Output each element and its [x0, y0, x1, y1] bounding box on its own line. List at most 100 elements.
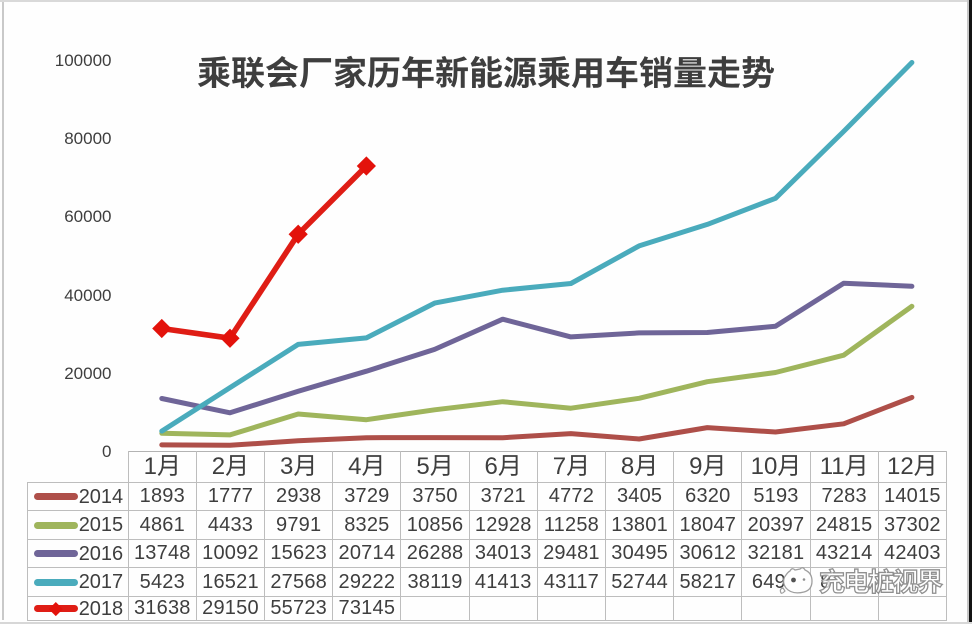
table-cell-2018-m10 [741, 595, 811, 622]
table-cell-2017-m4: 29222 [332, 567, 402, 597]
table-cell-2018-m4: 73145 [332, 595, 402, 622]
table-cell-2015-m5: 10856 [400, 510, 470, 540]
table-cell-2014-m5: 3750 [400, 481, 470, 512]
table-cell-2014-m9: 6320 [673, 481, 743, 512]
month-header-cell: 3月 [264, 450, 334, 483]
month-header-cell: 4月 [332, 450, 402, 483]
table-cell-2015-m4: 8325 [332, 510, 402, 540]
legend-year-label: 2015 [78, 514, 124, 537]
legend-cell-2018: 2018 [27, 595, 129, 622]
month-header-cell: 12月 [877, 450, 947, 483]
table-row-2018: 2018 31638 29150 55723 73145 [27, 595, 947, 622]
table-cell-2018-m11 [809, 595, 879, 622]
table-cell-2017-m12 [877, 567, 947, 597]
legend-cell-2016: 2016 [27, 538, 129, 569]
legend-line-swatch-2018 [33, 601, 79, 616]
table-cell-2016-m11: 43214 [809, 538, 879, 569]
month-header-cell: 1月 [127, 450, 197, 483]
table-cell-2014-m11: 7283 [809, 481, 879, 512]
legend-year-label: 2017 [78, 571, 124, 594]
table-cell-2014-m12: 14015 [877, 481, 947, 512]
table-cell-2015-m1: 4861 [127, 510, 197, 540]
table-cell-2018-m5 [400, 595, 470, 622]
y-axis-tick-label: 40000 [64, 285, 112, 305]
table-cell-2015-m6: 12928 [468, 510, 538, 540]
table-cell-2017-m9: 58217 [673, 567, 743, 597]
table-cell-2017-m1: 5423 [127, 567, 197, 597]
y-axis-tick-label: 100000 [54, 50, 112, 70]
frame-bottom-edge [0, 621, 972, 624]
series-line-2017 [159, 60, 915, 434]
table-row-2014: 2014 1893 1777 2938 3729 3750 3721 4772 3405 6320… [27, 481, 947, 512]
table-cell-2014-m3: 2938 [264, 481, 334, 512]
table-cell-2018-m3: 55723 [264, 595, 334, 622]
table-cell-2016-m6: 34013 [468, 538, 538, 569]
data-point-marker-2018 [152, 318, 172, 339]
table-cell-2017-m6: 41413 [468, 567, 538, 597]
month-header-cell: 2月 [195, 450, 266, 483]
table-cell-2017-m7: 43117 [536, 567, 607, 597]
legend-year-label: 2016 [78, 542, 124, 565]
table-cell-2018-m8 [604, 595, 675, 622]
table-row-2016: 2016 13748 10092 15623 20714 26288 34013 29481 3… [27, 538, 947, 569]
legend-line-swatch-2016 [33, 550, 79, 558]
legend-line-swatch-2017 [33, 578, 79, 586]
month-header-row: 1月 2月 3月 4月 5月 6月 7月 8月 9月 10月 11月 12月 [27, 450, 947, 483]
month-header-cell: 8月 [604, 450, 675, 483]
table-cell-2016-m12: 42403 [877, 538, 947, 569]
month-header-cell: 10月 [741, 450, 811, 483]
month-header-cell: 11月 [809, 450, 879, 483]
table-cell-2017-m10: 649 [741, 567, 811, 597]
data-point-marker-2018 [288, 224, 308, 244]
table-cell-2016-m7: 29481 [536, 538, 607, 569]
table-cell-2015-m12: 37302 [877, 510, 947, 540]
frame-right-edge [966, 0, 969, 624]
table-cell-2017-m2: 16521 [195, 567, 266, 597]
table-cell-2016-m3: 15623 [264, 538, 334, 569]
table-cell-2015-m9: 18047 [673, 510, 743, 540]
table-cell-2017-m5: 38119 [400, 567, 470, 597]
table-cell-2018-m1: 31638 [127, 595, 197, 622]
y-axis-tick-label: 80000 [64, 129, 112, 149]
table-cell-2016-m5: 26288 [400, 538, 470, 569]
table-cell-2014-m1: 1893 [127, 481, 197, 512]
table-cell-2015-m7: 11258 [536, 510, 607, 540]
table-cell-2016-m10: 32181 [741, 538, 811, 569]
table-cell-2014-m2: 1777 [195, 481, 266, 512]
month-header-cell: 7月 [536, 450, 607, 483]
legend-diamond-marker [49, 601, 63, 616]
table-cell-2016-m9: 30612 [673, 538, 743, 569]
table-cell-2016-m1: 13748 [127, 538, 197, 569]
table-cell-2015-m2: 4433 [195, 510, 266, 540]
table-cell-2014-m10: 5193 [741, 481, 811, 512]
table-cell-2017-m11: 8 [809, 567, 879, 597]
table-cell-2014-m6: 3721 [468, 481, 538, 512]
data-point-marker-2018 [220, 328, 240, 348]
month-header-cell: 9月 [673, 450, 743, 483]
table-row-2017: 2017 5423 16521 27568 29222 38119 41413 43117 52… [27, 567, 947, 597]
table-cell-2014-m4: 3729 [332, 481, 402, 512]
table-cell-2016-m2: 10092 [195, 538, 266, 569]
table-corner-cell [27, 451, 129, 483]
chart-title: 乘联会厂家历年新能源乘用车销量走势 [197, 46, 775, 95]
frame-left-edge [2, 2, 4, 620]
table-cell-2017-m3: 27568 [264, 567, 334, 597]
y-axis-tick-label: 60000 [64, 207, 112, 227]
series-line-2018 [159, 163, 370, 342]
series-line-2014 [159, 394, 915, 448]
legend-cell-2015: 2015 [27, 510, 129, 540]
table-cell-2018-m7 [536, 595, 607, 622]
table-cell-2018-m9 [673, 595, 743, 622]
legend-line-swatch-2015 [33, 521, 79, 529]
series-line-2015 [159, 303, 915, 438]
table-cell-2014-m8: 3405 [604, 481, 675, 512]
legend-year-label: 2018 [78, 597, 124, 620]
frame-top-edge [0, 0, 972, 2]
table-cell-2015-m10: 20397 [741, 510, 811, 540]
table-row-2015: 2015 4861 4433 9791 8325 10856 12928 11258 13801… [27, 510, 947, 540]
data-table: 1月 2月 3月 4月 5月 6月 7月 8月 9月 10月 11月 12月 2014 1893 1777… [27, 450, 947, 622]
legend-year-label: 2014 [78, 485, 124, 508]
legend-cell-2017: 2017 [27, 567, 129, 597]
table-cell-2018-m12 [877, 595, 947, 622]
